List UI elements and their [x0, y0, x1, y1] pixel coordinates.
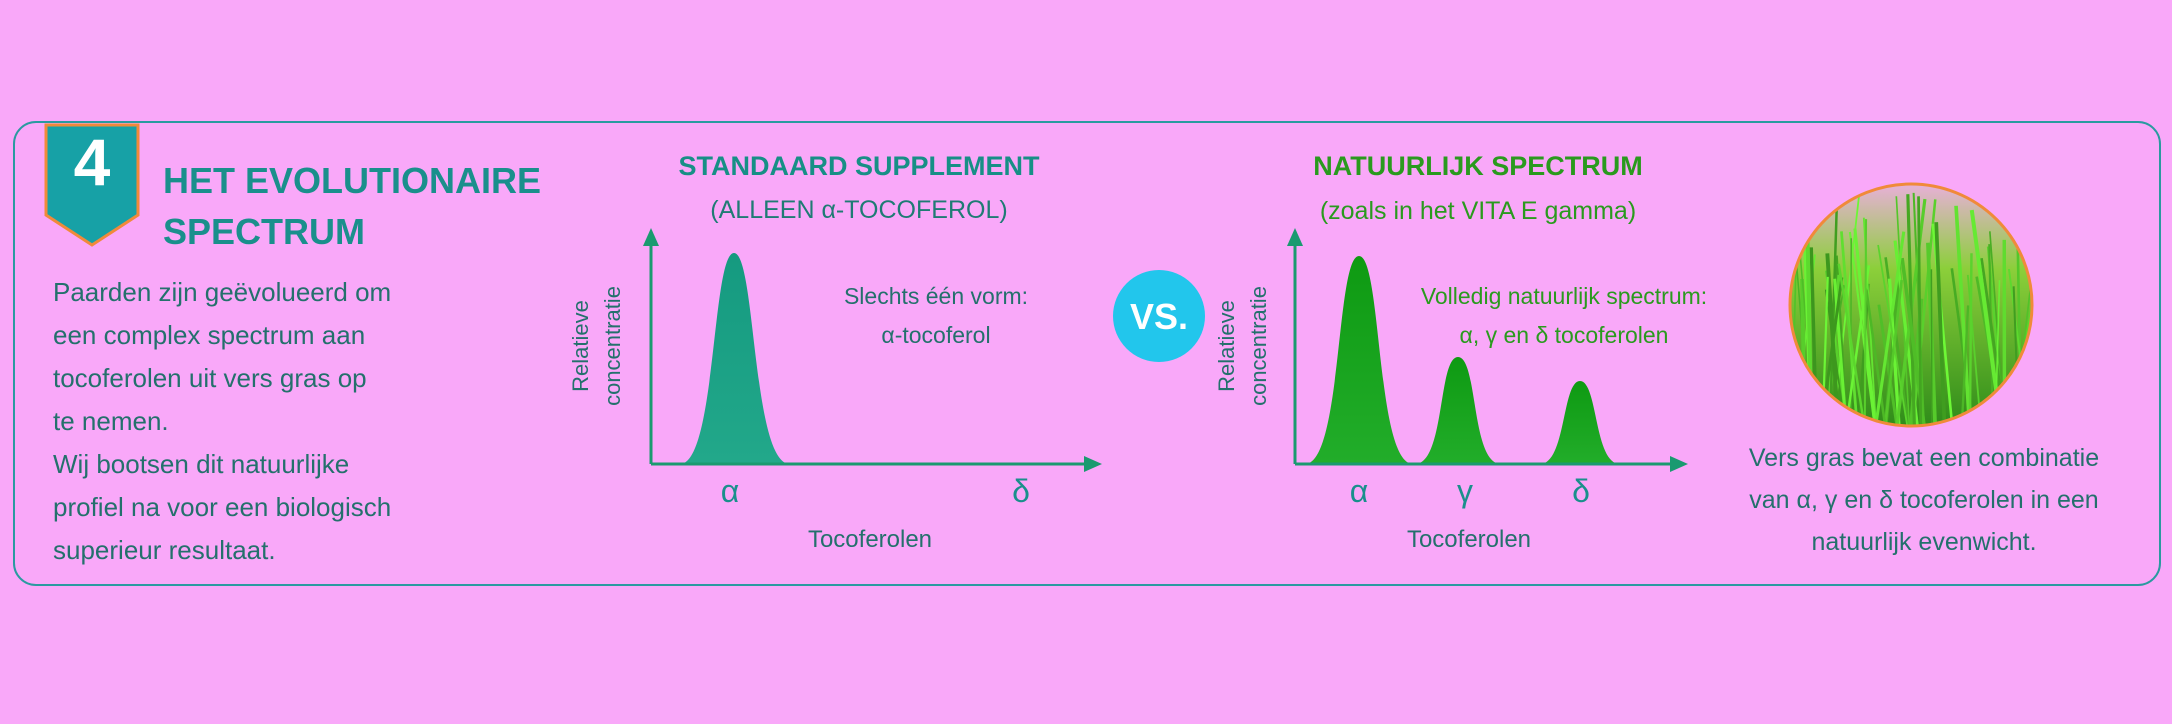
y-axis-label: Relatieve	[1214, 300, 1239, 392]
grass-blade	[1906, 194, 1917, 425]
grass-blade	[1931, 223, 1954, 425]
y-axis-label: concentratie	[1246, 286, 1271, 406]
x-marker: α	[1350, 473, 1369, 509]
grass-blade	[1884, 257, 1910, 425]
panel-border	[13, 121, 2161, 586]
grass-blade	[1877, 244, 1909, 425]
x-marker: δ	[1572, 473, 1590, 509]
section-title: SPECTRUM	[163, 211, 365, 252]
intro-line: een complex spectrum aan	[53, 320, 365, 350]
grass-blade	[1930, 269, 1933, 425]
grass-blade	[1968, 253, 1973, 425]
intro-line: Wij bootsen dit natuurlijke	[53, 449, 349, 479]
intro-line: superieur resultaat.	[53, 535, 276, 565]
grass-blade	[1954, 205, 1972, 425]
intro-line: Paarden zijn geëvolueerd om	[53, 277, 391, 307]
x-marker: δ	[1012, 473, 1030, 509]
grass-blade	[1917, 196, 1923, 425]
intro-line: te nemen.	[53, 406, 169, 436]
x-axis-label: Tocoferolen	[1407, 526, 1531, 553]
chart-note: α-tocoferol	[881, 322, 990, 348]
axis-arrow	[643, 228, 659, 246]
vs-label: VS.	[1130, 296, 1188, 337]
grass-blade	[1873, 231, 1906, 425]
y-axis-label: Relatieve	[568, 300, 593, 392]
y-axis-label: concentratie	[600, 286, 625, 406]
alpha-peak	[680, 253, 790, 464]
alpha-peak	[1305, 256, 1413, 464]
x-marker: γ	[1457, 473, 1473, 509]
caption-line: van α, γ en δ tocoferolen in een	[1749, 486, 2098, 514]
caption-line: natuurlijk evenwicht.	[1811, 528, 2036, 556]
x-marker: α	[721, 473, 740, 509]
chart-note: Slechts één vorm:	[844, 283, 1028, 309]
chart-subtitle: (ALLEEN α-TOCOFEROL)	[710, 196, 1007, 224]
grass-blade	[1877, 304, 1899, 425]
grass-blade	[1883, 279, 1903, 425]
grass-blade	[1934, 222, 1947, 425]
badge-number: 4	[74, 125, 111, 199]
section-title: HET EVOLUTIONAIRE	[163, 160, 541, 201]
x-axis-label: Tocoferolen	[808, 526, 932, 553]
intro-line: profiel na voor een biologisch	[53, 492, 391, 522]
grass-blade	[1863, 219, 1868, 425]
caption-line: Vers gras bevat een combinatie	[1749, 444, 2099, 472]
photo-border	[1788, 182, 2034, 428]
chart-note: Volledig natuurlijk spectrum:	[1421, 283, 1707, 309]
chart-subtitle: (zoals in het VITA E gamma)	[1320, 197, 1636, 225]
axis-arrow	[1084, 456, 1102, 472]
axis-arrow	[1287, 228, 1303, 246]
vs-circle	[1113, 270, 1205, 362]
axis-arrow	[1670, 456, 1688, 472]
delta-peak	[1540, 381, 1620, 464]
gamma-peak	[1415, 357, 1501, 464]
intro-line: tocoferolen uit vers gras op	[53, 363, 367, 393]
badge-shield	[44, 123, 140, 247]
grass-blade	[1900, 257, 1927, 425]
grass-blade	[1837, 263, 1867, 425]
chart-title: STANDAARD SUPPLEMENT	[678, 151, 1040, 181]
chart-note: α, γ en δ tocoferolen	[1460, 322, 1669, 348]
chart-title: NATUURLIJK SPECTRUM	[1313, 151, 1643, 181]
grass-blade	[1865, 289, 1887, 425]
